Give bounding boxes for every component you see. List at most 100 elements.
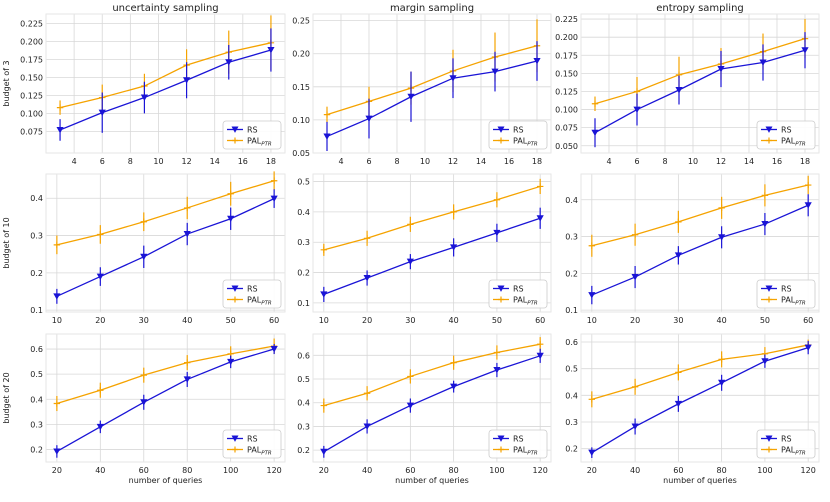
x-tick-label: 50 — [760, 316, 770, 325]
legend-label: PALPTR — [247, 137, 272, 148]
legend-label: RS — [781, 435, 792, 444]
y-tick-label: 0.050 — [555, 142, 578, 151]
point-rs — [183, 231, 191, 238]
subplot-9: 0.2 0.3 0.4 0.5 0.6 20 40 60 80 100 120 RS PALPTR num… — [565, 333, 820, 485]
y-tick-label: 0.20 — [292, 50, 310, 59]
point-rs — [183, 376, 191, 383]
legend: RS PALPTR — [488, 120, 548, 150]
x-tick-label: 20 — [362, 316, 372, 325]
point-rs — [56, 126, 64, 134]
series-line-pal — [594, 37, 806, 105]
point-rs — [140, 253, 148, 261]
y-tick-label: 0.3 — [565, 233, 578, 242]
x-tick-label: 120 — [801, 466, 816, 475]
point-pal — [761, 192, 769, 199]
point-pal — [718, 204, 725, 212]
point-rs — [801, 47, 809, 54]
x-tick-label: 50 — [492, 316, 502, 325]
y-tick-label: 0.3 — [297, 238, 310, 247]
point-pal — [140, 218, 147, 225]
x-tick-label: 6 — [366, 157, 371, 166]
x-tick-label: 18 — [266, 157, 276, 166]
point-rs — [225, 59, 233, 66]
y-tick-label: 0.2 — [30, 445, 43, 454]
point-rs — [631, 274, 639, 281]
y-tick-label: 0.1 — [297, 299, 310, 308]
point-pal — [363, 235, 371, 242]
x-tick-label: 60 — [139, 466, 149, 475]
y-tick-label: 0.25 — [292, 17, 310, 26]
x-tick-label: 12 — [181, 157, 191, 166]
point-pal — [97, 231, 104, 238]
legend-label: RS — [781, 126, 792, 135]
subplot-title: entropy sampling — [656, 3, 744, 14]
x-tick-label: 10 — [153, 157, 163, 166]
point-rs — [406, 402, 414, 409]
series-line-rs — [323, 355, 541, 453]
legend-label: RS — [247, 285, 258, 294]
legend: RS PALPTR — [756, 429, 816, 459]
x-tick-label: 120 — [533, 466, 548, 475]
x-tick-label: 60 — [535, 316, 545, 325]
point-rs — [761, 221, 769, 228]
legend-label: PALPTR — [513, 137, 538, 148]
subplot-3: 0.050 0.075 0.100 0.125 0.150 0.175 0.200 0.225… — [555, 3, 820, 166]
y-tick-label: 0.225 — [555, 15, 578, 24]
legend-label: PALPTR — [781, 137, 806, 148]
point-rs — [365, 115, 373, 122]
legend-marker-pal — [232, 446, 238, 453]
x-tick-label: 40 — [717, 316, 727, 325]
x-tick-label: 40 — [95, 466, 105, 475]
x-tick-label: 30 — [405, 316, 415, 325]
legend: RS PALPTR — [756, 279, 816, 309]
series-line-rs — [591, 204, 809, 296]
point-rs — [536, 215, 544, 222]
y-tick-label: 0.2 — [565, 269, 578, 278]
point-pal — [675, 218, 682, 226]
x-tick-label: 40 — [449, 316, 459, 325]
y-tick-label: 0.15 — [292, 83, 310, 92]
subplot-8: 0.2 0.3 0.4 0.5 0.6 20 40 60 80 100 120 RS PALPTR num… — [297, 333, 552, 485]
point-pal — [407, 373, 414, 380]
point-rs — [717, 66, 725, 73]
series-line-rs — [56, 198, 275, 297]
x-tick-label: 40 — [630, 466, 640, 475]
x-tick-label: 100 — [489, 466, 504, 475]
subplot-2: 0.05 0.10 0.15 0.20 0.25 4 6 8 10 12 14 16 18 RS PALPT… — [292, 3, 552, 166]
y-tick-label: 0.4 — [30, 395, 43, 404]
y-axis-label: budget of 20 — [2, 372, 11, 423]
point-pal — [675, 369, 682, 376]
series-line-pal — [56, 180, 275, 246]
legend-label: RS — [513, 126, 524, 135]
legend: RS PALPTR — [488, 429, 548, 459]
series-line-pal — [323, 343, 541, 407]
series-line-pal — [326, 45, 538, 116]
point-rs — [761, 358, 769, 365]
x-tick-label: 10 — [52, 316, 62, 325]
y-tick-label: 0.125 — [20, 91, 43, 100]
point-pal — [804, 181, 812, 189]
point-rs — [363, 423, 371, 430]
plot-frame — [580, 13, 820, 154]
x-tick-label: 20 — [52, 466, 62, 475]
point-pal — [97, 387, 104, 394]
point-rs — [491, 68, 499, 75]
point-pal — [633, 88, 641, 95]
legend-marker-rs — [497, 435, 505, 442]
point-rs — [493, 229, 501, 237]
point-pal — [493, 196, 501, 203]
legend-marker-rs — [231, 435, 239, 442]
x-tick-label: 4 — [338, 157, 343, 166]
y-tick-label: 0.175 — [555, 51, 578, 60]
y-tick-label: 0.175 — [20, 55, 43, 64]
y-tick-label: 0.2 — [297, 446, 310, 455]
y-axis-label: budget of 10 — [2, 217, 11, 268]
x-tick-label: 80 — [717, 466, 727, 475]
plot-frame — [45, 13, 286, 154]
series-line-rs — [56, 348, 275, 453]
x-tick-label: 4 — [606, 157, 611, 166]
point-rs — [533, 57, 541, 65]
x-tick-label: 8 — [394, 157, 399, 166]
point-pal — [407, 221, 414, 228]
